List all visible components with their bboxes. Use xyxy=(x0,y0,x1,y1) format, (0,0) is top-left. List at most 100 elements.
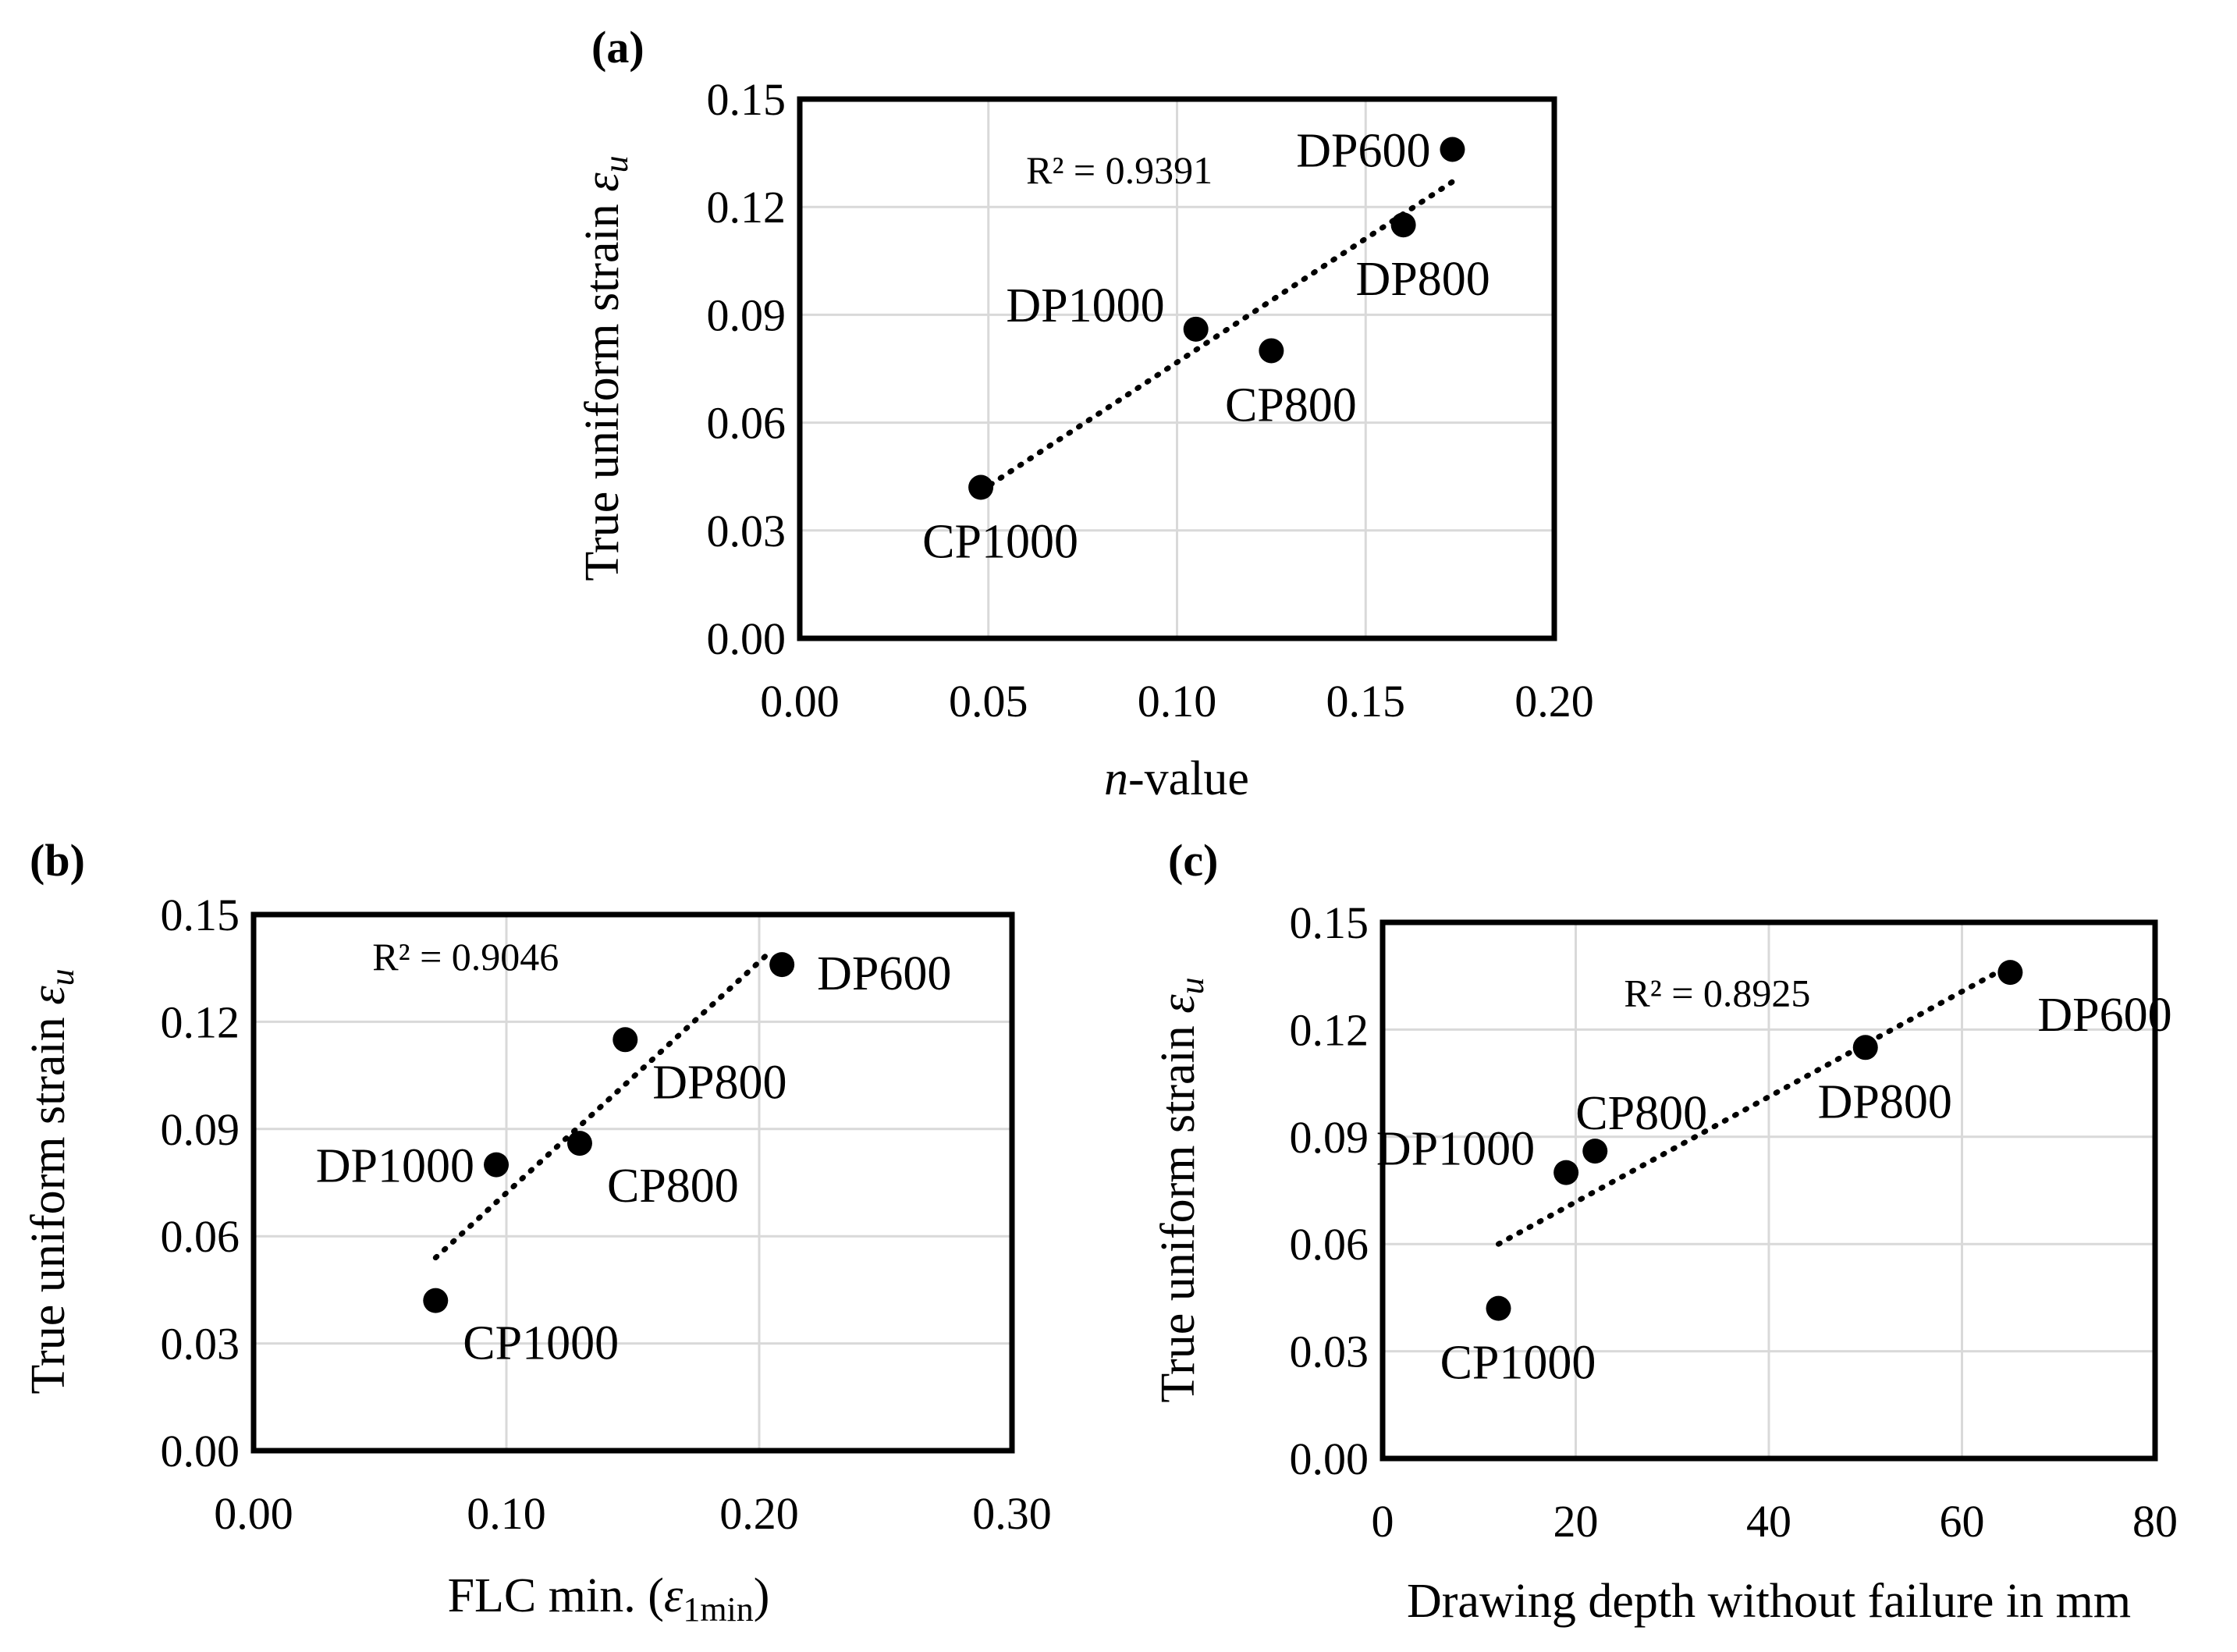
panel-a-point-cp800 xyxy=(1259,338,1284,364)
panel-b-x-tick-label: 0.20 xyxy=(719,1488,799,1539)
panel-a-y-tick-label: 0.00 xyxy=(707,613,787,664)
panel-c-point-cp800 xyxy=(1582,1139,1608,1164)
panel-b-point-dp1000 xyxy=(484,1152,510,1178)
panel-a-y-tick-label: 0.15 xyxy=(707,74,787,125)
panel-a-label-cp1000: CP1000 xyxy=(922,516,1078,569)
panel-c-y-axis-title: True uniform strain εu xyxy=(1152,977,1211,1402)
panel-c-point-dp800 xyxy=(1852,1035,1878,1060)
panel-b-y-tick-label: 0.00 xyxy=(161,1426,240,1476)
panel-a-y-tick-label: 0.09 xyxy=(707,290,787,340)
panel-c-label-cp800: CP800 xyxy=(1575,1087,1707,1140)
panel-b-y-axis-title-text: True uniform strain xyxy=(22,1005,75,1394)
panel-c-x-axis-title: Drawing depth without failure in mm xyxy=(1407,1575,2131,1628)
panel-c-point-cp1000 xyxy=(1486,1295,1511,1321)
panel-b-y-tick-label: 0.12 xyxy=(161,997,240,1047)
panel-c-y-tick-label: 0.03 xyxy=(1290,1327,1369,1377)
panel-a-r-squared: R² = 0.9391 xyxy=(1026,148,1213,192)
panel-b: (b) CP1000 DP1000 CP800 DP800 DP600 0.00 0.03… xyxy=(22,835,1052,1629)
panel-a-x-tick-label: 0.00 xyxy=(760,676,840,727)
panel-b-y-axis-title-sub: u xyxy=(43,968,81,986)
panel-c-x-ticks: 0 20 40 60 80 xyxy=(1372,1496,2178,1547)
panel-c-y-tick-label: 0.09 xyxy=(1290,1112,1369,1163)
panel-b-x-axis-title-sub: 1min xyxy=(683,1590,753,1629)
panel-c-plot-frame xyxy=(1379,919,2158,1462)
panel-b-point-cp800 xyxy=(566,1131,592,1156)
panel-b-label-dp800: DP800 xyxy=(652,1056,787,1109)
panel-b-point-dp800 xyxy=(613,1027,638,1053)
panel-c-point-dp600 xyxy=(1997,960,2023,986)
panel-b-points: CP1000 DP1000 CP800 DP800 DP600 xyxy=(316,947,952,1370)
panel-b-x-tick-label: 0.30 xyxy=(972,1488,1052,1539)
panel-c-y-axis-title-sub: u xyxy=(1173,977,1211,994)
panel-b-point-cp1000 xyxy=(423,1288,449,1313)
panel-b-y-axis-title-symbol: ε xyxy=(22,986,75,1005)
panel-b-point-dp600 xyxy=(769,952,795,978)
panel-c-y-axis-title-text: True uniform strain xyxy=(1152,1014,1205,1403)
panel-c-label-dp1000: DP1000 xyxy=(1376,1123,1535,1176)
panel-a: (a) CP1000 DP1000 CP800 DP800 DP600 0.00 0.03… xyxy=(576,22,1594,805)
panel-b-label-dp1000: DP1000 xyxy=(316,1140,474,1193)
panel-c-x-tick-label: 40 xyxy=(1746,1496,1791,1547)
panel-b-y-ticks: 0.00 0.03 0.06 0.09 0.12 0.15 xyxy=(161,890,240,1476)
panel-b-letter: (b) xyxy=(30,835,85,886)
panel-c-trendline xyxy=(1496,962,2013,1247)
panel-c-y-ticks: 0.00 0.03 0.06 0.09 0.12 0.15 xyxy=(1290,897,1369,1484)
panel-b-x-tick-label: 0.00 xyxy=(214,1488,293,1539)
panel-b-x-axis-title: FLC min. (ε1min) xyxy=(448,1569,770,1629)
panel-a-point-cp1000 xyxy=(968,474,994,500)
panel-b-label-cp800: CP800 xyxy=(607,1160,739,1213)
panel-c-points: CP1000 DP1000 CP800 DP800 DP600 xyxy=(1376,960,2172,1390)
panel-a-y-tick-label: 0.03 xyxy=(707,506,787,556)
panel-a-y-axis-title-text: True uniform strain xyxy=(576,192,629,581)
panel-a-trendline xyxy=(978,179,1455,494)
panel-a-y-axis-title-sub: u xyxy=(597,155,635,172)
panel-c-label-dp800: DP800 xyxy=(1818,1075,1952,1128)
panel-a-x-ticks: 0.00 0.05 0.10 0.15 0.20 xyxy=(760,676,1594,727)
panel-b-x-ticks: 0.00 0.10 0.20 0.30 xyxy=(214,1488,1052,1539)
panel-a-x-axis-title-italic: n xyxy=(1104,752,1128,805)
panel-b-x-axis-title-text: FLC min. ( xyxy=(448,1569,664,1622)
panel-a-x-tick-label: 0.15 xyxy=(1326,676,1406,727)
panel-c-x-tick-label: 0 xyxy=(1372,1496,1394,1547)
panel-b-x-axis-title-close: ) xyxy=(754,1569,770,1622)
panel-c-x-tick-label: 80 xyxy=(2132,1496,2178,1547)
panel-c-y-tick-label: 0.15 xyxy=(1290,897,1369,948)
panel-c-y-tick-label: 0.00 xyxy=(1290,1434,1369,1484)
panel-a-x-tick-label: 0.10 xyxy=(1138,676,1217,727)
panel-a-label-dp600: DP600 xyxy=(1296,124,1430,177)
panel-b-r-squared: R² = 0.9046 xyxy=(372,935,559,979)
panel-c-x-tick-label: 60 xyxy=(1940,1496,1985,1547)
panel-a-y-axis-title-symbol: ε xyxy=(576,172,629,192)
panel-c-y-axis-title-symbol: ε xyxy=(1152,994,1205,1014)
panel-a-y-tick-label: 0.06 xyxy=(707,398,787,449)
panel-a-label-dp800: DP800 xyxy=(1355,253,1490,306)
panel-a-y-axis-title: True uniform strain εu xyxy=(576,155,635,581)
panel-c-letter: (c) xyxy=(1168,835,1218,886)
panel-b-y-tick-label: 0.09 xyxy=(161,1104,240,1155)
panel-a-label-dp1000: DP1000 xyxy=(1006,279,1164,332)
panel-c-x-tick-label: 20 xyxy=(1553,1496,1599,1547)
panel-a-plot-frame xyxy=(797,96,1557,641)
panel-a-point-dp1000 xyxy=(1183,316,1209,342)
panel-a-y-ticks: 0.00 0.03 0.06 0.09 0.12 0.15 xyxy=(707,74,787,664)
panel-b-label-cp1000: CP1000 xyxy=(463,1317,619,1370)
panel-c-label-cp1000: CP1000 xyxy=(1440,1337,1596,1390)
panel-b-y-tick-label: 0.15 xyxy=(161,890,240,940)
panel-c-y-tick-label: 0.06 xyxy=(1290,1219,1369,1270)
panel-b-label-dp600: DP600 xyxy=(817,947,951,1000)
panel-b-y-tick-label: 0.06 xyxy=(161,1211,240,1262)
panel-a-letter: (a) xyxy=(591,22,644,73)
panel-a-x-tick-label: 0.05 xyxy=(949,676,1028,727)
panel-a-point-dp800 xyxy=(1390,212,1416,238)
panel-a-points: CP1000 DP1000 CP800 DP800 DP600 xyxy=(922,124,1490,568)
panel-a-label-cp800: CP800 xyxy=(1225,378,1357,432)
panel-b-y-axis-title: True uniform strain εu xyxy=(22,968,81,1394)
panel-c-y-tick-label: 0.12 xyxy=(1290,1004,1369,1055)
panel-c-r-squared: R² = 0.8925 xyxy=(1624,972,1810,1015)
panel-a-x-axis-title: n-value xyxy=(1104,752,1249,805)
panel-b-y-tick-label: 0.03 xyxy=(161,1319,240,1370)
panel-a-point-dp600 xyxy=(1440,137,1465,162)
panel-c-point-dp1000 xyxy=(1553,1160,1579,1185)
panel-a-x-tick-label: 0.20 xyxy=(1514,676,1594,727)
